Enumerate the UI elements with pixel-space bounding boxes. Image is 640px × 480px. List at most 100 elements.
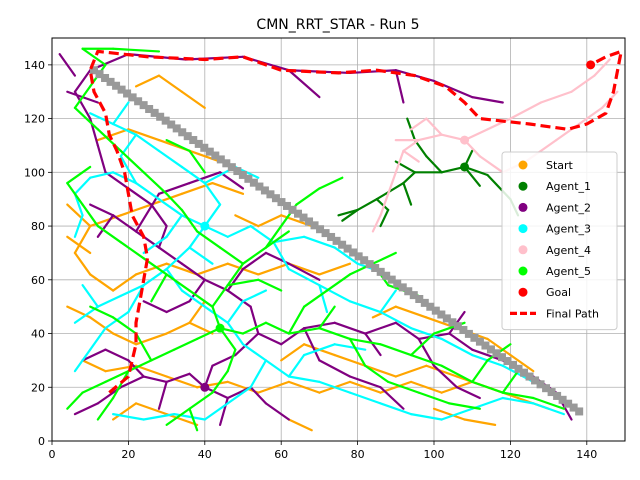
tree-edge-start-37	[96, 128, 130, 142]
tree-edge-start-55	[394, 305, 428, 319]
tree-edge-agent_3-35	[272, 241, 290, 271]
tree-edge-agent_1-4	[356, 198, 378, 212]
tree-edge-agent_5-17	[81, 380, 107, 394]
tree-edge-agent_2-74	[364, 332, 382, 357]
tree-edge-agent_3-67	[333, 343, 367, 351]
tree-edge-agent_2-66	[142, 300, 168, 314]
tree-edge-agent_3-37	[318, 284, 352, 303]
tree-edge-start-46	[425, 364, 459, 378]
tree-edge-agent_2-17	[448, 332, 474, 351]
obstacle-block	[453, 322, 462, 331]
tree-edge-agent_2-35	[127, 187, 153, 206]
tree-edge-agent_2-21	[249, 305, 260, 335]
tree-edge-agent_5-65	[112, 316, 138, 335]
obstacle-block	[310, 221, 319, 230]
tree-edge-agent_2-57	[303, 327, 321, 362]
y-tick-label-1: 20	[31, 381, 45, 394]
tree-edge-start-66	[432, 407, 466, 421]
obstacle-block	[349, 248, 358, 257]
tree-edge-agent_2-25	[157, 246, 183, 265]
obstacle-block	[128, 93, 137, 102]
obstacle-block	[398, 283, 407, 292]
tree-edge-agent_3-38	[348, 300, 382, 314]
tree-edge-agent_5-71	[318, 305, 336, 330]
tree-edge-agent_2-18	[471, 348, 504, 362]
tree-edge-agent_5-18	[66, 391, 84, 410]
tree-edge-agent_3-74	[73, 214, 84, 238]
obstacle-block	[442, 314, 451, 323]
tree-edge-start-13	[165, 375, 199, 389]
tree-edge-start-64	[257, 214, 283, 228]
obstacle-block	[205, 147, 214, 156]
tree-edge-start-50	[112, 402, 138, 421]
tree-edge-agent_5-36	[165, 273, 191, 292]
y-tick-label-6: 120	[24, 113, 45, 126]
tree-edge-agent_5-28	[188, 391, 214, 410]
tree-edge-agent_5-81	[257, 278, 283, 292]
tree-edge-agent_5-7	[409, 353, 443, 367]
tree-edge-agent_5-13	[173, 337, 199, 351]
tree-edge-agent_5-59	[448, 402, 481, 410]
tree-edge-agent_2-62	[432, 364, 459, 389]
obstacle-block	[249, 178, 258, 187]
tree-edge-agent_2-30	[241, 251, 268, 271]
tree-edge-agent_3-21	[134, 133, 161, 152]
diagonal-obstacle	[90, 66, 584, 416]
obstacle-block	[299, 213, 308, 222]
start-marker-agent_5	[215, 323, 225, 333]
tree-edge-agent_5-79	[501, 370, 520, 394]
tree-edge-agent_3-33	[379, 402, 413, 416]
tree-edge-agent_3-7	[226, 224, 252, 238]
tree-edge-agent_3-75	[188, 246, 214, 265]
tree-edge-start-17	[287, 380, 321, 394]
tree-edge-start-51	[134, 402, 168, 416]
tree-edge-agent_5-4	[318, 327, 352, 341]
tree-edge-start-63	[234, 214, 260, 228]
tree-edge-start-6	[112, 332, 138, 346]
final-path-line	[88, 49, 623, 394]
obstacle-block	[393, 279, 402, 288]
legend-label-0: Start	[546, 159, 574, 172]
tree-edge-start-59	[509, 353, 535, 373]
tree-edge-agent_5-11	[532, 396, 565, 410]
obstacle-block	[139, 101, 148, 110]
tree-start	[66, 74, 550, 432]
markers	[200, 60, 596, 392]
obstacle-block	[531, 376, 540, 385]
obstacle-block	[167, 120, 176, 129]
obstacle-block	[459, 326, 468, 335]
obstacle-block	[525, 372, 534, 381]
legend-swatch-1	[518, 181, 528, 191]
tree-edge-agent_5-27	[211, 370, 229, 394]
tree-edge-agent_3-40	[409, 327, 443, 341]
obstacle-block	[161, 116, 170, 125]
obstacle-block	[90, 66, 99, 75]
tree-edge-agent_5-40	[81, 203, 99, 228]
tree-edge-agent_2-65	[165, 300, 191, 314]
obstacle-block	[145, 105, 154, 114]
tree-edge-start-29	[257, 262, 290, 276]
tree-edge-agent_5-67	[150, 273, 168, 303]
tree-edge-start-40	[188, 149, 222, 163]
tree-edge-agent_5-23	[264, 224, 283, 249]
obstacle-block	[178, 128, 187, 137]
tree-edge-agent_5-29	[165, 407, 191, 426]
tree-edge-start-24	[112, 273, 138, 292]
tree-edge-agent_5-62	[409, 332, 436, 357]
tree-edge-agent_3-55	[333, 246, 359, 265]
obstacle-block	[547, 388, 556, 397]
tree-edge-agent_4-1	[417, 133, 443, 142]
plot-frame	[51, 37, 626, 442]
tree-edge-agent_3-23	[89, 112, 115, 126]
tree-edge-agent_3-46	[89, 327, 107, 351]
obstacle-block	[371, 263, 380, 272]
legend-swatch-2	[518, 202, 528, 212]
obstacle-block	[327, 232, 336, 241]
tree-edge-agent_2-27	[112, 214, 138, 233]
y-axis: 0 20 40 60 80 100 120 140	[24, 59, 52, 448]
tree-edge-agent_5-9	[471, 380, 504, 394]
tree-edge-agent_3-47	[73, 348, 92, 373]
tree-edge-start-44	[364, 364, 397, 378]
tree-edge-agent_2-77	[218, 396, 229, 426]
y-tick-label-3: 60	[31, 274, 45, 287]
